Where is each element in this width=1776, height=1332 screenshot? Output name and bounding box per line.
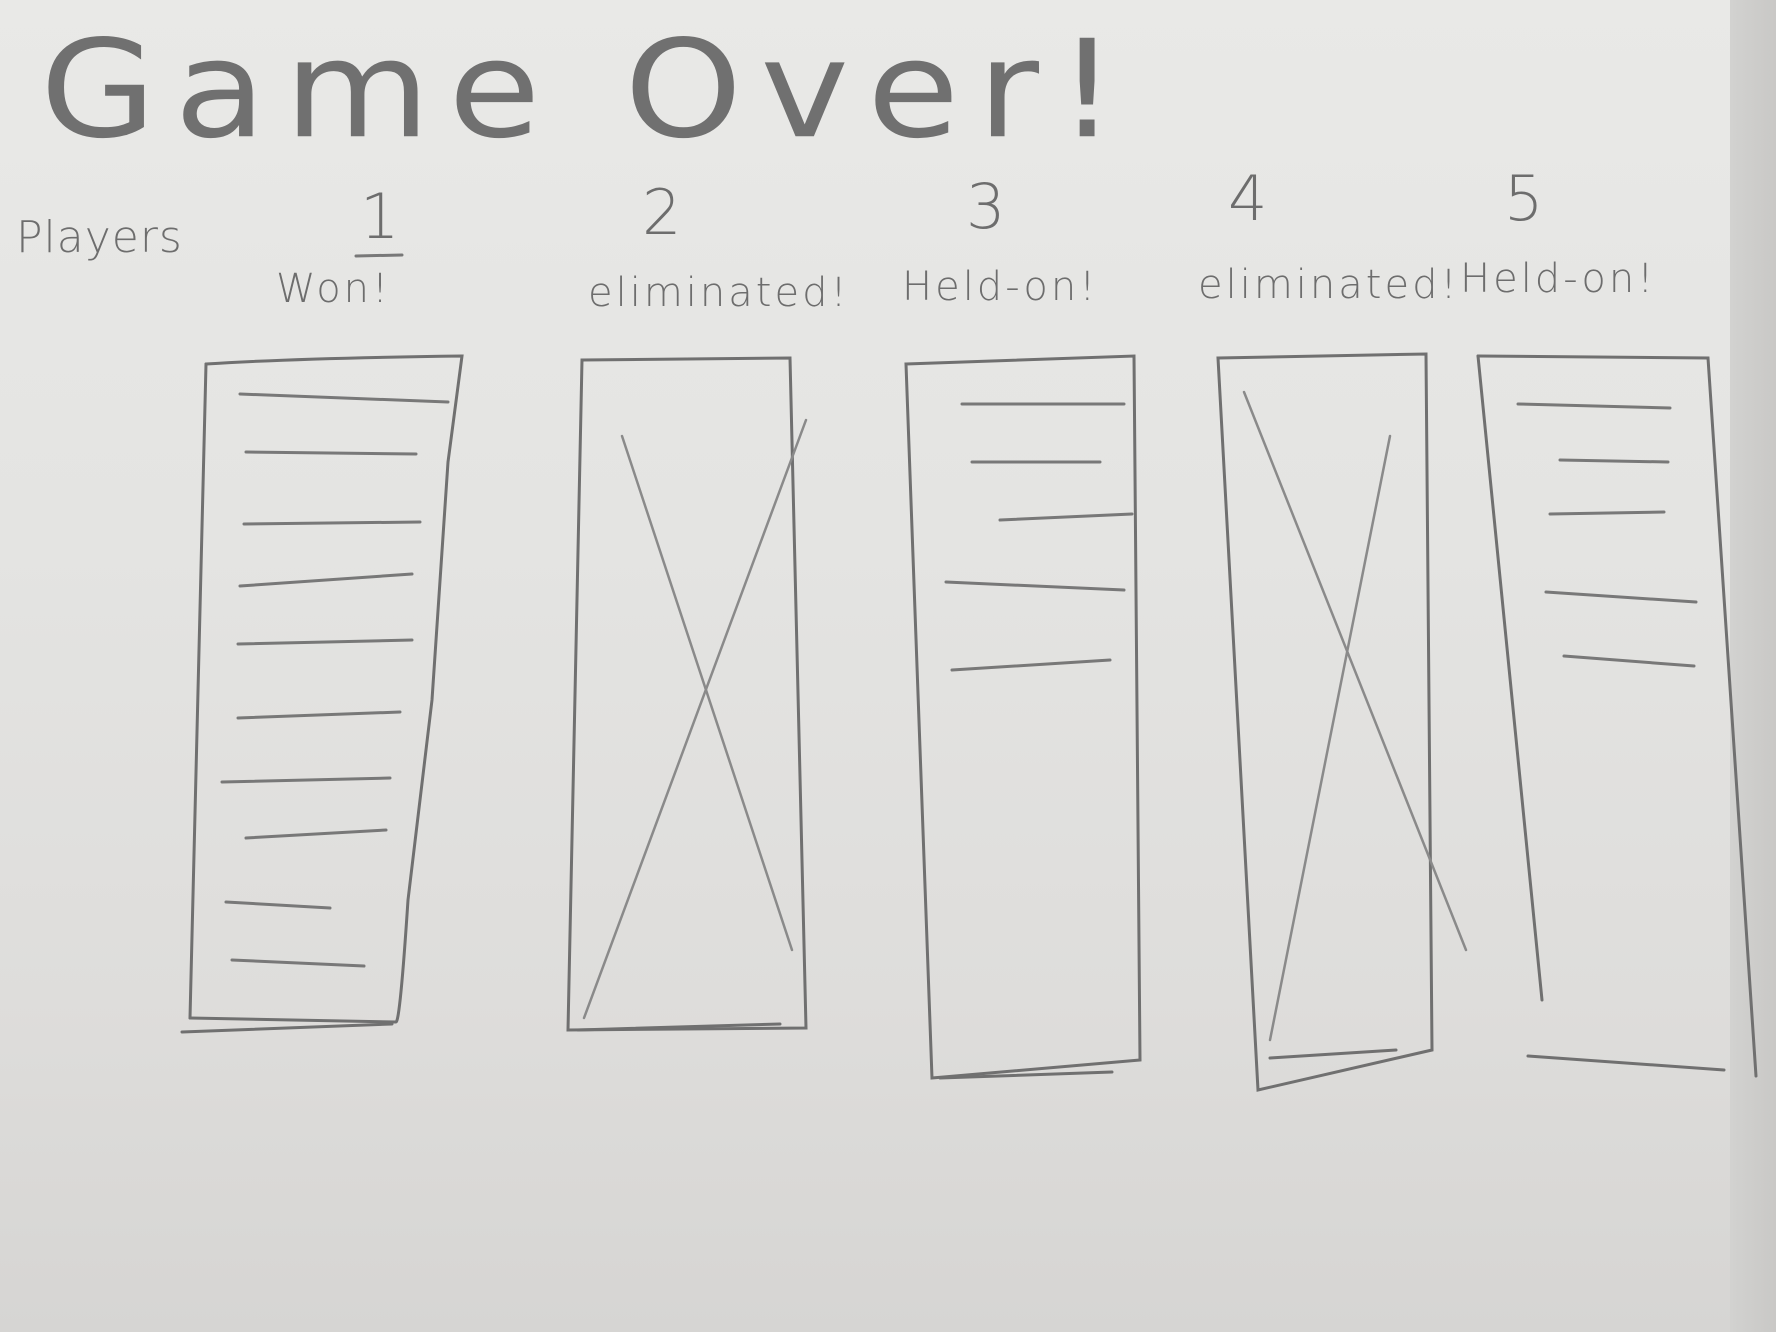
player-5-number: 5 — [1504, 162, 1544, 235]
player-5-entry-4 — [1544, 590, 1698, 604]
player-2-column-outline — [566, 356, 808, 1032]
player-1-entry-7 — [220, 776, 392, 784]
player-1-entry-6 — [236, 710, 402, 720]
player-5-column — [1476, 354, 1758, 1078]
player-1-entry-3 — [242, 520, 422, 526]
player-1-entry-2 — [244, 450, 418, 456]
player-2-status: eliminated! — [588, 270, 850, 316]
player-3-number: 3 — [966, 170, 1006, 243]
player-5-entry-2 — [1558, 458, 1670, 464]
page-title: Game Over! — [40, 12, 1136, 169]
paper-edge — [1730, 0, 1776, 1332]
player-2-column-base — [576, 1022, 782, 1032]
player-3-status: Held-on! — [902, 264, 1099, 310]
player-4-column-outline — [1216, 352, 1434, 1092]
player-1-column-left-edge — [188, 362, 208, 1020]
player-1-entry-1 — [238, 392, 450, 404]
player-3-entry-5 — [950, 658, 1112, 672]
player-5-column-right — [1476, 354, 1758, 1078]
player-3-column-base — [938, 1070, 1114, 1080]
player-4-column-base — [1268, 1048, 1398, 1060]
player-1-entry-10 — [230, 958, 366, 968]
player-3-entry-4 — [944, 580, 1126, 592]
player-5-entry-3 — [1548, 510, 1666, 516]
player-4-status: eliminated! — [1198, 262, 1460, 308]
player-3-column-outline — [904, 354, 1142, 1080]
player-1-column — [180, 354, 464, 1034]
player-2-column — [566, 356, 808, 1032]
player-4-cross-stroke-1 — [1242, 390, 1468, 952]
player-4-number: 4 — [1228, 162, 1268, 235]
player-5-column-base — [1526, 1054, 1726, 1072]
player-1-column-base — [180, 1022, 394, 1034]
player-3-entry-3 — [998, 512, 1134, 522]
player-2-cross-stroke-2 — [582, 418, 808, 1020]
player-1-entry-4 — [238, 572, 414, 588]
players-label: Players — [16, 212, 183, 263]
player-5-entry-1 — [1516, 402, 1672, 410]
player-1-entry-5 — [236, 638, 414, 646]
player-4-column — [1216, 352, 1468, 1092]
player-1-column-outline — [188, 354, 464, 1024]
player-2-cross-stroke-1 — [620, 434, 794, 952]
player-1-status: Won! — [276, 266, 392, 312]
player-5-column-left-edge — [1476, 354, 1544, 1002]
player-5-entry-5 — [1562, 654, 1696, 668]
player-2-number: 2 — [642, 176, 682, 249]
player-5-status: Held-on! — [1460, 256, 1657, 302]
player-3-column — [904, 354, 1142, 1080]
player-1-entry-9 — [224, 900, 332, 910]
player-1-entry-8 — [244, 828, 388, 840]
player-4-cross-stroke-2 — [1268, 434, 1392, 1042]
player-1-number: 1 — [360, 180, 400, 253]
player-1-number-underline — [354, 253, 404, 258]
